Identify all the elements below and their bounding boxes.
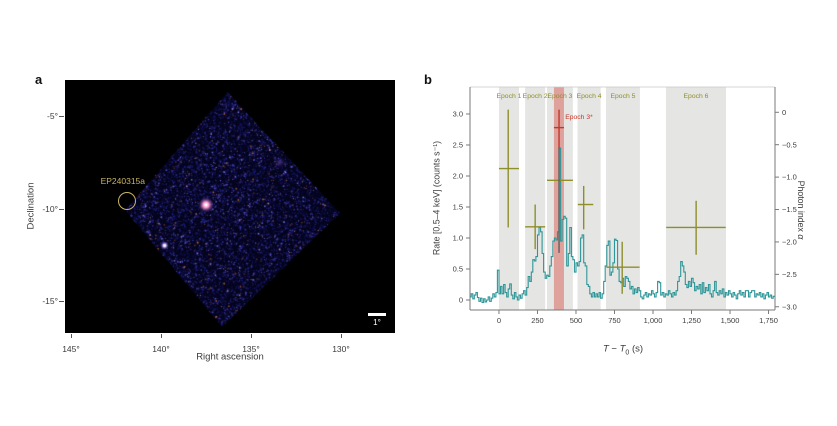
- epoch-label: Epoch 5: [610, 93, 635, 100]
- time-axis-t: T: [602, 343, 609, 355]
- rate-axis-label: Rate [0.5–4 keV] (counts s⁻¹): [431, 140, 442, 256]
- photon-index-tick-label: −0.5: [782, 140, 797, 149]
- dec-tick-label: -15°: [42, 296, 58, 306]
- time-axis-unit: (s): [629, 343, 644, 355]
- rate-tick-label: 1.0: [453, 234, 463, 243]
- epoch-band: [525, 87, 546, 310]
- x-tick-label: 1,000: [644, 316, 663, 325]
- epoch-label: Epoch 1: [496, 93, 521, 100]
- ra-tick-label: 145°: [62, 344, 80, 354]
- right-ascension-axis-label: Right ascension: [196, 351, 264, 363]
- photon-index-tick-label: 0: [782, 108, 786, 117]
- photon-index-axis-label-text: Photon index: [796, 180, 806, 235]
- time-axis-minus: −: [608, 343, 620, 355]
- x-tick-label: 750: [608, 316, 621, 325]
- ra-tick-mark: [161, 334, 162, 338]
- photon-index-tick-label: −3.0: [782, 302, 797, 311]
- time-axis-sub: 0: [625, 349, 630, 357]
- rate-tick-label: 2.0: [453, 172, 463, 181]
- epoch-band: [606, 87, 640, 310]
- x-tick-label: 250: [531, 316, 544, 325]
- scale-bar: [368, 313, 386, 316]
- epoch-band: [498, 87, 519, 310]
- x-tick-label: 0: [497, 316, 501, 325]
- ra-tick-label: 140°: [152, 344, 170, 354]
- photon-index-tick-label: −1.5: [782, 205, 797, 214]
- dec-tick-label: -10°: [42, 203, 58, 214]
- source-label: EP240315a: [100, 176, 146, 187]
- epoch-label: Epoch 6: [684, 93, 709, 100]
- epoch-3-star-label: Epoch 3*: [565, 114, 593, 121]
- ra-tick-label: 135°: [242, 344, 260, 354]
- rate-tick-label: 2.5: [453, 141, 463, 150]
- epoch-label: Epoch 3: [547, 93, 572, 100]
- rate-tick-label: 1.5: [453, 203, 463, 212]
- rate-tick-label: 0: [459, 296, 463, 305]
- epoch-band: [665, 87, 727, 310]
- epoch-label: Epoch 4: [577, 93, 602, 100]
- panel-a-label: a: [35, 72, 43, 87]
- photon-index-tick-label: −1.0: [782, 173, 797, 182]
- ra-tick-mark: [71, 334, 72, 338]
- photon-index-tick-label: −2.5: [782, 270, 797, 279]
- dec-tick-label: -5°: [47, 111, 58, 121]
- x-tick-label: 1,500: [721, 316, 740, 325]
- dec-tick-mark: [59, 301, 64, 302]
- xray-sky-image: [65, 80, 395, 333]
- rate-tick-label: 3.0: [453, 110, 463, 119]
- x-tick-label: 1,750: [759, 316, 778, 325]
- time-axis-label: T − T0 (s): [603, 344, 643, 357]
- light-curve-path: [470, 147, 775, 304]
- photon-index-axis-label: Photon index α: [796, 181, 806, 240]
- panel-b-label: b: [424, 72, 432, 87]
- x-tick-label: 500: [570, 316, 583, 325]
- alpha-symbol: α: [796, 234, 806, 240]
- ra-tick-label: 130°: [332, 344, 350, 354]
- source-marker-circle: [117, 192, 136, 211]
- light-curve-chart: 0 250 500 750 1,000 1,250 1,500 1,750 0 0.5 1.0 1.5…: [453, 86, 797, 325]
- dec-tick-mark: [59, 208, 64, 210]
- x-tick-label: 1,250: [682, 316, 701, 325]
- photon-index-tick-label: −2.0: [782, 238, 797, 247]
- ra-tick-mark: [251, 334, 252, 338]
- scale-bar-label: 1°: [373, 318, 381, 327]
- dec-tick-mark: [59, 116, 64, 117]
- epoch-label: Epoch 2: [523, 93, 548, 100]
- ra-tick-mark: [341, 334, 342, 338]
- time-axis-t0: T: [619, 343, 626, 355]
- rate-tick-label: 0.5: [453, 265, 463, 274]
